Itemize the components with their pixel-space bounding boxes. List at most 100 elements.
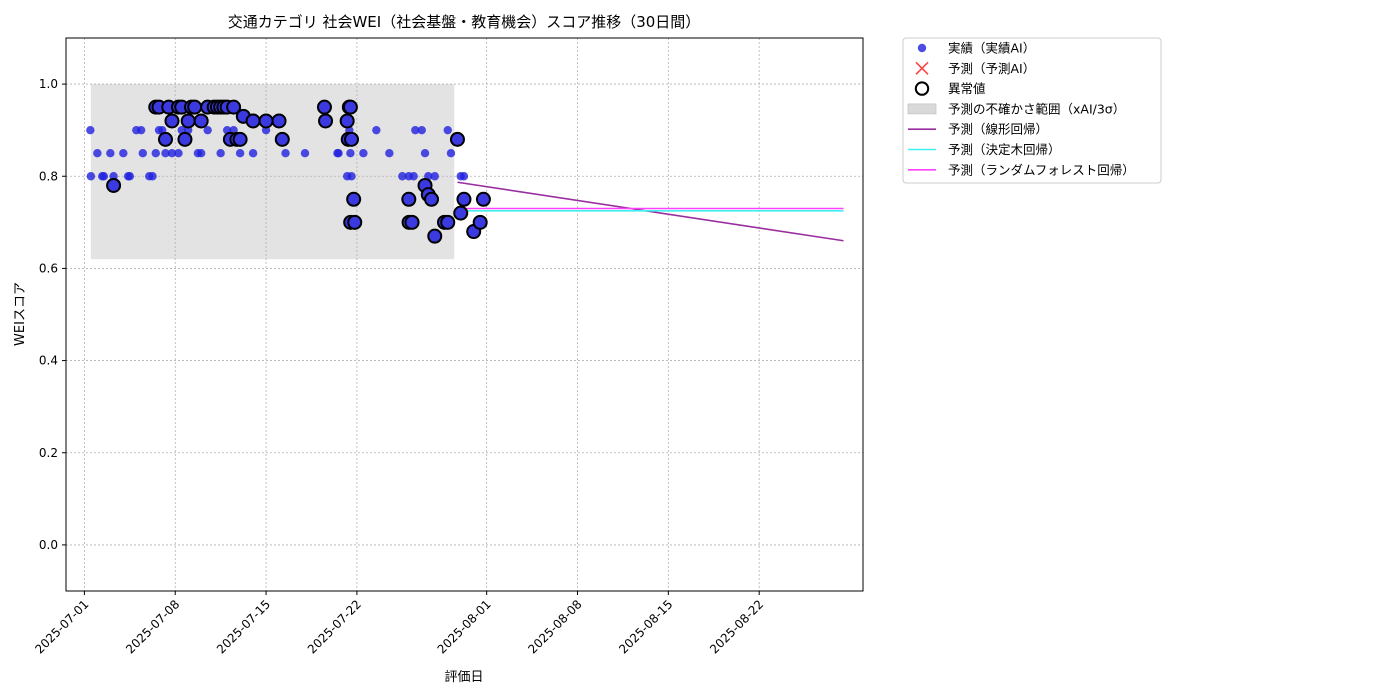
- actual-points: [86, 102, 469, 181]
- actual-point: [443, 125, 452, 135]
- legend-cross-stroke: [915, 61, 929, 75]
- anomaly-point: [404, 214, 420, 230]
- y-tick-label: 0.8: [39, 169, 58, 183]
- actual-point: [119, 149, 128, 158]
- actual-point: [216, 149, 225, 158]
- actual-point: [359, 149, 368, 158]
- anomaly-point: [347, 214, 363, 230]
- anomaly-point: [472, 214, 488, 230]
- anomaly-point: [180, 113, 196, 129]
- actual-point: [86, 172, 96, 181]
- y-axis: 0.0 0.2 0.4 0.6 0.8 1.0: [39, 77, 66, 552]
- y-tick-label: 0.4: [39, 354, 58, 368]
- actual-point: [136, 125, 146, 135]
- x-tick-label: 2025-08-01: [435, 597, 494, 656]
- x-tick-label: 2025-08-22: [707, 597, 766, 656]
- y-tick-label: 0.2: [39, 446, 58, 460]
- actual-point: [281, 149, 290, 158]
- actual-point: [372, 125, 381, 135]
- actual-point: [430, 172, 439, 181]
- x-tick-label: 2025-08-15: [616, 597, 675, 656]
- legend-label: 実績（実績AI）: [948, 41, 1035, 56]
- prediction-lines: [457, 181, 844, 242]
- anomaly-point: [258, 113, 274, 129]
- anomaly-point: [316, 99, 332, 115]
- anomaly-point: [342, 99, 358, 115]
- actual-point: [385, 149, 394, 158]
- x-tick-label: 2025-07-15: [214, 597, 273, 656]
- actual-point: [106, 149, 115, 158]
- x-tick-label: 2025-07-08: [123, 597, 182, 656]
- anomaly-point: [274, 131, 290, 147]
- actual-point: [86, 125, 95, 135]
- actual-point: [125, 172, 135, 181]
- anomaly-point: [187, 99, 203, 115]
- actual-point: [99, 172, 109, 181]
- gridlines: [66, 38, 863, 591]
- anomaly-point: [232, 131, 248, 147]
- actual-point: [248, 149, 258, 158]
- actual-point: [420, 149, 430, 158]
- anomaly-point: [449, 131, 465, 147]
- anomaly-point: [475, 191, 491, 207]
- actual-point: [138, 149, 147, 158]
- legend-label: 異常値: [948, 81, 986, 96]
- legend-swatch-prediction: [915, 61, 929, 75]
- anomaly-point: [346, 191, 362, 207]
- y-tick-label: 0.6: [39, 261, 58, 275]
- legend-swatch-band: [907, 103, 937, 115]
- actual-point: [409, 172, 418, 181]
- anomaly-point: [456, 191, 472, 207]
- actual-point: [300, 149, 310, 158]
- actual-point: [196, 149, 206, 158]
- actual-point: [446, 149, 456, 158]
- actual-point: [398, 172, 407, 181]
- anomaly-point: [271, 113, 287, 129]
- legend-label: 予測（線形回帰）: [948, 122, 1048, 137]
- anomaly-point: [339, 113, 355, 129]
- actual-point: [346, 149, 355, 158]
- legend-label: 予測（ランダムフォレスト回帰）: [948, 162, 1135, 177]
- anomaly-points: [106, 99, 491, 244]
- anomaly-point: [318, 113, 334, 129]
- legend-swatch-actual: [917, 43, 927, 53]
- x-tick-label: 2025-07-01: [32, 597, 91, 656]
- actual-point: [203, 125, 212, 135]
- plot-area: [65, 37, 864, 592]
- actual-point: [459, 172, 469, 181]
- anomaly-point: [193, 113, 209, 129]
- actual-point: [93, 149, 102, 158]
- actual-point: [411, 125, 420, 135]
- legend-label: 予測の不確かさ範囲（xAI/3σ）: [948, 101, 1125, 116]
- anomaly-point: [245, 113, 261, 129]
- y-tick-label: 1.0: [39, 77, 58, 91]
- anomaly-point: [226, 99, 242, 115]
- uncertainty-band-layer: [90, 84, 455, 260]
- anomaly-point: [440, 214, 456, 230]
- anomaly-point: [106, 177, 122, 193]
- actual-point: [167, 149, 177, 158]
- anomaly-point: [164, 113, 180, 129]
- anomaly-point: [177, 131, 193, 147]
- actual-point: [417, 125, 426, 135]
- anomaly-point: [157, 131, 173, 147]
- actual-point: [235, 149, 245, 158]
- actual-point: [161, 149, 170, 158]
- anomaly-point: [427, 228, 443, 244]
- anomaly-point: [401, 191, 417, 207]
- x-axis: 2025-07-01 2025-07-08 2025-07-15 2025-07-22…: [32, 591, 766, 656]
- uncertainty-band: [90, 84, 455, 260]
- x-tick-label: 2025-08-08: [525, 597, 584, 656]
- actual-point: [334, 149, 343, 158]
- legend-swatch-anomaly: [914, 81, 930, 96]
- actual-point: [174, 149, 183, 158]
- legend-frame: [902, 37, 1162, 184]
- anomaly-point: [424, 191, 440, 207]
- legend-label: 予測（決定木回帰）: [948, 142, 1061, 157]
- legend-label: 予測（予測AI）: [948, 61, 1035, 76]
- x-axis-label: 評価日: [444, 670, 483, 685]
- y-axis-label: WEIスコア: [13, 282, 28, 346]
- anomaly-point: [453, 205, 469, 221]
